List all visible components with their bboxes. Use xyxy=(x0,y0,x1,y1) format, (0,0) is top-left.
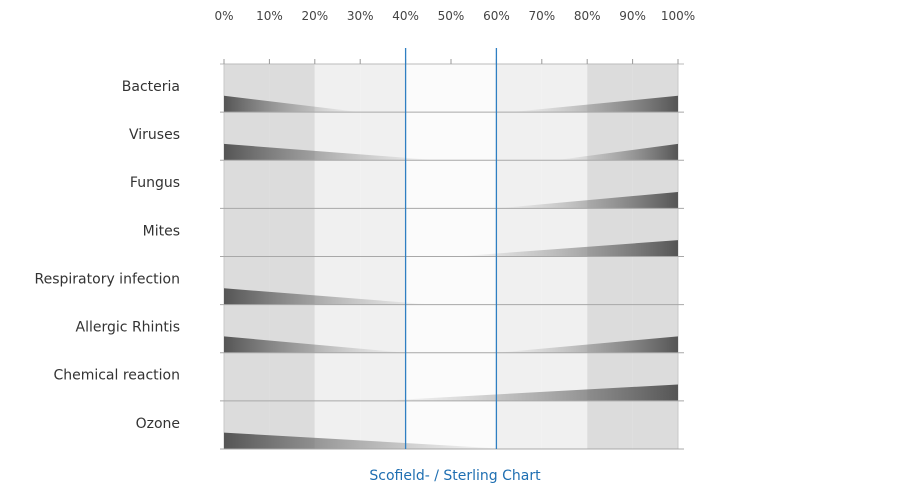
x-axis: 0% 10% 20% 30% 40% 50% 60% 70% 80% 90% 100% xyxy=(214,9,695,65)
high-range-wedge xyxy=(455,240,678,257)
x-tick-label: 30% xyxy=(347,9,374,23)
category-label: Fungus xyxy=(130,175,180,191)
row-separators xyxy=(220,111,684,450)
category-label: Mites xyxy=(143,223,180,239)
category-label: Viruses xyxy=(129,127,180,143)
category-label: Allergic Rhintis xyxy=(76,320,180,336)
x-tick-label: 90% xyxy=(619,9,646,23)
x-tick-label: 20% xyxy=(301,9,328,23)
low-range-wedge xyxy=(224,336,406,353)
x-tick-label: 10% xyxy=(256,9,283,23)
high-range-wedge xyxy=(555,143,678,161)
high-range-wedge xyxy=(496,336,678,353)
x-tick-label: 70% xyxy=(528,9,555,23)
range-wedges xyxy=(224,95,678,449)
chart-title: Scofield- / Sterling Chart xyxy=(369,468,541,484)
high-range-wedge xyxy=(510,95,678,113)
category-label: Bacteria xyxy=(122,79,180,95)
category-label: Ozone xyxy=(136,416,180,432)
x-tick-label: 60% xyxy=(483,9,510,23)
x-tick-label: 0% xyxy=(214,9,233,23)
optimal-range-lines xyxy=(404,48,498,449)
high-range-wedge xyxy=(378,384,678,401)
x-tick-label: 40% xyxy=(392,9,419,23)
category-labels: Bacteria Viruses Fungus Mites Respiratory in… xyxy=(35,79,180,432)
x-tick-label: 80% xyxy=(574,9,601,23)
x-tick-label: 50% xyxy=(438,9,465,23)
low-range-wedge xyxy=(224,143,438,161)
category-label: Respiratory infection xyxy=(35,271,180,287)
category-label: Chemical reaction xyxy=(53,368,180,384)
low-range-wedge xyxy=(224,95,361,113)
low-range-wedge xyxy=(224,288,433,305)
high-range-wedge xyxy=(496,192,678,209)
low-range-wedge xyxy=(224,432,511,449)
x-tick-label: 100% xyxy=(661,9,695,23)
